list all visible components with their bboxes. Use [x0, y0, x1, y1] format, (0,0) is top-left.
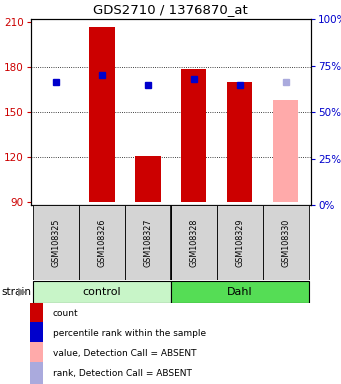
Bar	[227, 82, 252, 202]
Bar	[181, 69, 206, 202]
Bar	[33, 205, 79, 280]
Text: GSM108328: GSM108328	[189, 219, 198, 267]
Bar	[30, 362, 43, 384]
Bar	[217, 205, 263, 280]
Text: ▶: ▶	[18, 287, 26, 297]
Bar	[125, 205, 171, 280]
Text: strain: strain	[2, 287, 32, 297]
Bar	[263, 205, 309, 280]
Bar	[89, 27, 115, 202]
Text: count: count	[53, 309, 78, 318]
Text: control: control	[83, 287, 121, 297]
Text: Dahl: Dahl	[227, 287, 253, 297]
Bar	[30, 301, 43, 326]
Bar	[171, 205, 217, 280]
Text: GSM108326: GSM108326	[98, 219, 106, 267]
Text: value, Detection Call = ABSENT: value, Detection Call = ABSENT	[53, 349, 196, 358]
Bar	[30, 342, 43, 366]
Text: GSM108330: GSM108330	[281, 219, 290, 267]
Bar	[273, 100, 298, 202]
Bar	[79, 205, 125, 280]
Text: rank, Detection Call = ABSENT: rank, Detection Call = ABSENT	[53, 369, 191, 378]
Text: GDS2710 / 1376870_at: GDS2710 / 1376870_at	[93, 3, 248, 16]
Bar	[171, 281, 309, 303]
Text: GSM108325: GSM108325	[51, 218, 60, 267]
Bar	[135, 156, 161, 202]
Text: GSM108329: GSM108329	[235, 218, 244, 267]
Text: percentile rank within the sample: percentile rank within the sample	[53, 329, 206, 338]
Bar	[30, 321, 43, 346]
Text: GSM108327: GSM108327	[143, 218, 152, 267]
Bar	[33, 281, 171, 303]
